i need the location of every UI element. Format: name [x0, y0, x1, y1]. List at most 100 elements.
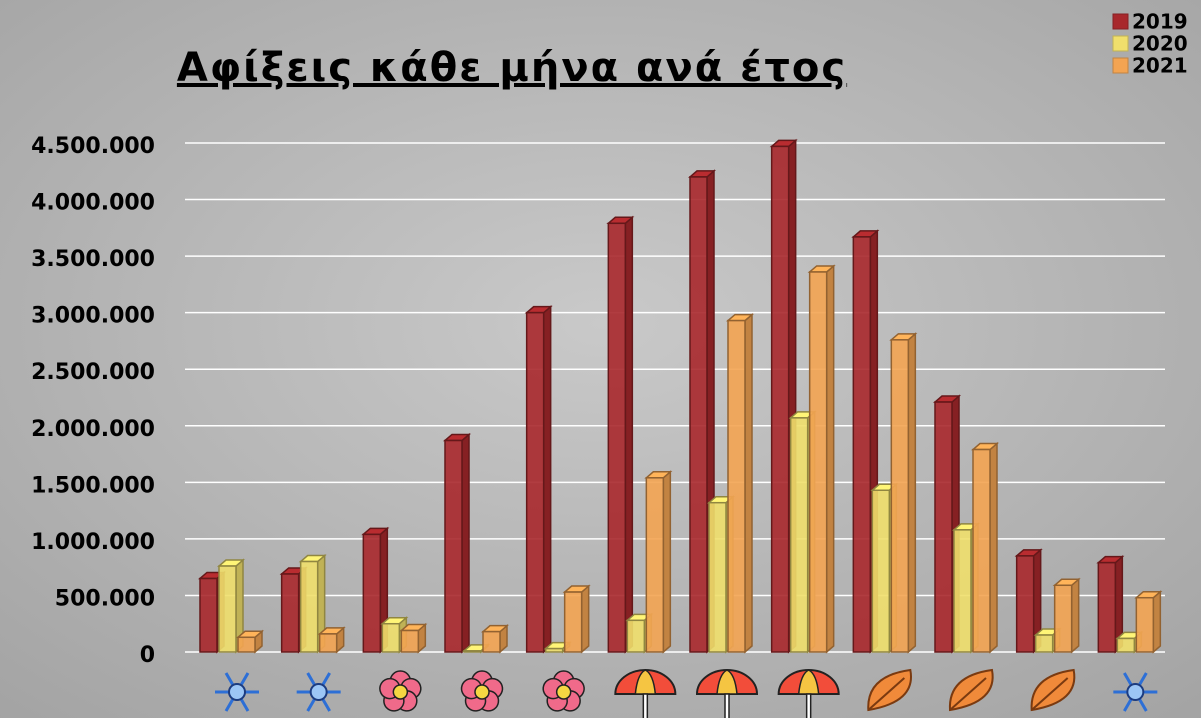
bar-3d	[889, 332, 918, 654]
bar-3d	[606, 215, 635, 654]
bar-3d	[235, 629, 265, 654]
bar	[525, 311, 545, 653]
bar	[708, 501, 727, 653]
bar-3d	[562, 584, 591, 654]
bar	[789, 417, 809, 653]
month-icon	[1030, 668, 1076, 712]
month-icon	[777, 669, 840, 718]
icon-pole	[805, 693, 812, 718]
bar-3d	[970, 441, 1000, 654]
month-icon	[614, 669, 677, 718]
bar-3d	[725, 312, 755, 654]
icon-vein	[1031, 677, 1069, 711]
bar	[444, 439, 463, 653]
icon-pole	[642, 693, 649, 718]
bar-3d	[644, 470, 673, 654]
bar	[934, 401, 953, 653]
bar-3d	[1134, 590, 1163, 654]
bar	[607, 222, 627, 653]
y-tick-label: 0	[140, 643, 155, 668]
month-icon	[695, 669, 759, 718]
legend-label: 2021	[1132, 54, 1188, 78]
month-icon	[460, 670, 504, 712]
bar	[852, 236, 872, 653]
bar	[953, 529, 972, 653]
bar	[727, 319, 746, 653]
y-tick-label: 4.500.000	[31, 134, 155, 159]
bar	[871, 489, 891, 653]
bar-side	[624, 215, 634, 654]
legend-swatch	[1112, 13, 1129, 30]
bar-side	[580, 584, 590, 654]
bar-3d	[399, 622, 428, 654]
icon-center	[392, 684, 409, 700]
bar-3d	[442, 432, 472, 654]
legend-swatch	[1112, 57, 1129, 74]
bar-side	[989, 441, 998, 654]
month-icon	[379, 670, 422, 712]
chart-title: Αφίξεις κάθε μήνα ανά έτος	[177, 45, 847, 91]
bar	[544, 647, 564, 653]
icon-center	[474, 684, 490, 700]
bar	[218, 565, 237, 653]
icon-stripe	[634, 669, 657, 695]
bar	[770, 145, 790, 653]
bar	[972, 448, 991, 653]
bar	[482, 630, 501, 653]
icon-stripe	[716, 669, 738, 695]
icon-stroke	[228, 683, 246, 701]
bar	[1053, 584, 1073, 653]
bar-3d	[216, 558, 246, 654]
bar	[237, 636, 256, 653]
icon-pole	[724, 693, 730, 718]
bar-side	[825, 264, 835, 654]
bar-side	[461, 432, 470, 654]
month-icon	[215, 672, 259, 712]
bar	[563, 591, 583, 653]
bar-side	[542, 305, 552, 654]
icon-vein	[949, 677, 987, 711]
bar	[463, 650, 482, 653]
bar	[1097, 561, 1117, 653]
legend-label: 2019	[1132, 10, 1188, 34]
bar	[318, 633, 338, 653]
bar-3d	[807, 264, 836, 654]
bar	[381, 622, 401, 653]
icon-center	[555, 684, 572, 700]
y-tick-label: 1.500.000	[31, 473, 155, 498]
bar	[280, 573, 300, 653]
icon-stroke	[1126, 683, 1145, 701]
bar	[1116, 637, 1136, 653]
icon-vein	[867, 677, 905, 711]
y-tick-label: 2.500.000	[31, 360, 155, 385]
bar	[689, 176, 708, 653]
bar-side	[662, 470, 672, 654]
month-icon	[948, 668, 994, 712]
month-icon	[1113, 672, 1158, 712]
bar-3d	[361, 526, 390, 654]
bar	[1135, 596, 1155, 653]
y-tick-label: 4.000.000	[31, 191, 155, 216]
legend-label: 2020	[1132, 32, 1188, 56]
bar	[890, 339, 910, 653]
bar	[199, 577, 218, 653]
icon-stroke	[309, 683, 328, 701]
bar-side	[1152, 590, 1162, 654]
bar-3d	[1052, 577, 1081, 654]
icon-stripe	[797, 669, 820, 695]
bar	[400, 629, 420, 653]
bar	[1034, 634, 1054, 653]
bar	[299, 560, 319, 653]
y-tick-label: 3.500.000	[31, 247, 155, 272]
bar	[808, 271, 828, 653]
bar	[645, 477, 665, 653]
bar-3d	[480, 624, 510, 654]
bar-side	[744, 312, 753, 654]
bar	[362, 533, 382, 653]
bar-side	[1070, 577, 1080, 654]
bar-side	[907, 332, 917, 654]
bar-3d	[317, 626, 346, 654]
y-tick-label: 1.000.000	[31, 530, 155, 555]
y-tick-label: 500.000	[55, 586, 155, 611]
